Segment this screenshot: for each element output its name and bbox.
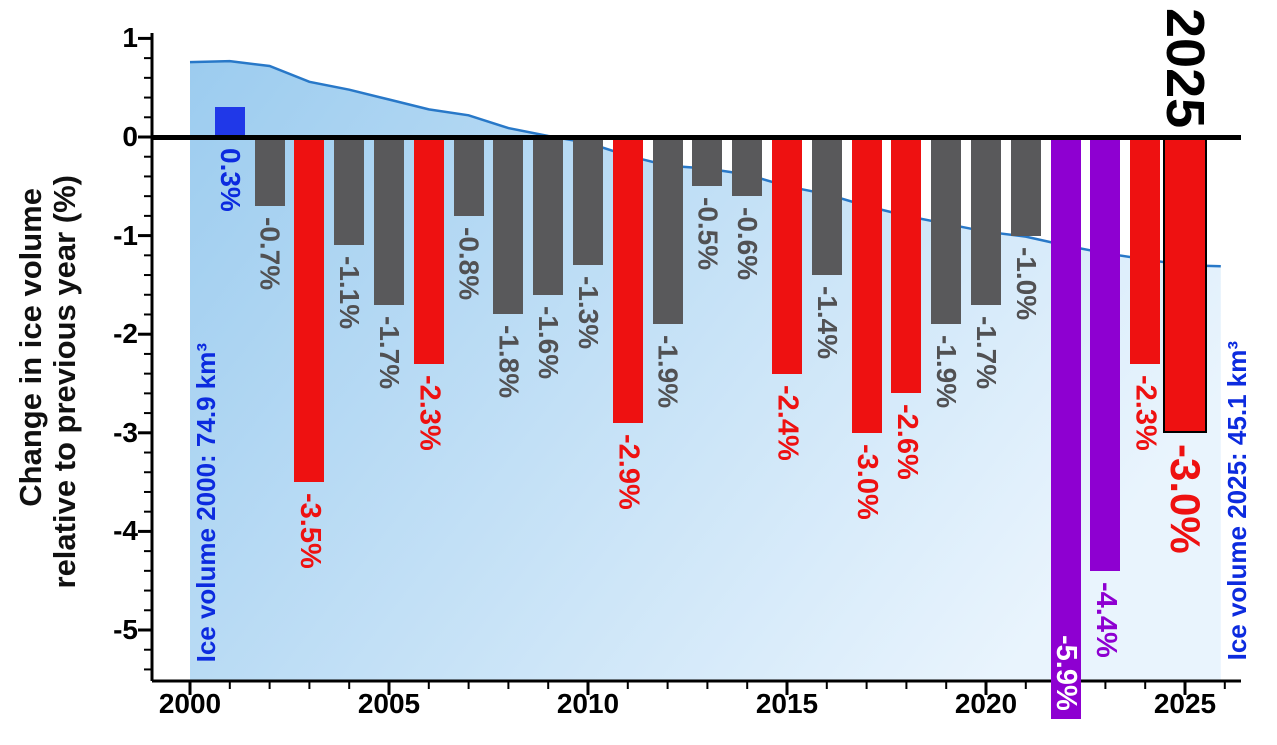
x-tick-label-2005: 2005 xyxy=(357,688,421,719)
bar-label-2025: -3.0% xyxy=(1162,443,1209,554)
bar-label-2024: -2.3% xyxy=(1129,374,1162,451)
bar-2022 xyxy=(1050,137,1081,719)
bar-label-2016: -1.4% xyxy=(811,286,843,360)
bar-label-2007: -0.8% xyxy=(453,226,485,301)
bar-label-2015: -2.4% xyxy=(771,384,804,461)
bar-2010 xyxy=(573,137,603,266)
annotation-ice-volume-2000: Ice volume 2000: 74.9 km³ xyxy=(191,342,221,662)
bar-2018 xyxy=(891,137,922,394)
bar-2017 xyxy=(851,137,882,433)
bar-2015 xyxy=(772,137,802,374)
x-tick-label-2010: 2010 xyxy=(556,688,620,719)
bar-label-2018: -2.6% xyxy=(890,404,923,481)
bar-label-2021: -1.0% xyxy=(1010,246,1042,320)
y-tick-label--2: -2 xyxy=(113,318,138,350)
x-tick-label-2015: 2015 xyxy=(755,688,819,719)
x-tick-label-2020: 2020 xyxy=(954,688,1018,719)
bar-2008 xyxy=(493,137,524,315)
bar-label-2022: -5.9% xyxy=(1050,634,1083,711)
bar-label-2020: -1.7% xyxy=(971,315,1002,389)
y-tick-label-0: 0 xyxy=(122,121,138,152)
y-tick-label--3: -3 xyxy=(113,416,138,448)
bar-label-2014: -0.6% xyxy=(732,207,764,281)
bar-label-2013: -0.5% xyxy=(692,197,724,271)
y-tick-label--1: -1 xyxy=(113,219,138,251)
bar-2009 xyxy=(533,137,564,295)
bar-2021 xyxy=(1010,137,1041,236)
bar-2023 xyxy=(1090,137,1121,571)
current-year-label: 2025 xyxy=(1155,8,1215,129)
bar-label-2004: -1.1% xyxy=(334,256,366,330)
bar-label-2012: -1.9% xyxy=(652,335,684,409)
y-axis-title-line2: relative to previous year (%) xyxy=(47,174,82,589)
ice-volume-area-fill xyxy=(190,61,1221,682)
bar-label-2001: 0.3% xyxy=(214,148,246,212)
bar-2004 xyxy=(334,137,365,246)
y-tick-label-1: 1 xyxy=(122,22,138,54)
bar-2005 xyxy=(374,137,404,305)
bar-label-2008: -1.8% xyxy=(493,325,525,399)
bar-2025 xyxy=(1163,137,1207,433)
annotation-ice-volume-2025: Ice volume 2025: 45.1 km³ xyxy=(1222,340,1252,660)
y-tick-label--4: -4 xyxy=(113,515,138,547)
zero-line xyxy=(152,135,1241,140)
bar-label-2006: -2.3% xyxy=(413,374,446,451)
bar-2013 xyxy=(692,137,723,187)
bar-label-2017: -3.0% xyxy=(851,443,884,520)
bar-2016 xyxy=(811,137,842,276)
bar-2006 xyxy=(413,137,444,364)
bar-label-2023: -4.4% xyxy=(1089,581,1122,658)
y-axis-title-line1: Change in ice volume xyxy=(13,188,48,507)
x-tick-label-2025: 2025 xyxy=(1153,688,1217,719)
bar-2002 xyxy=(254,137,285,207)
y-tick-label--5: -5 xyxy=(113,614,138,645)
bar-2012 xyxy=(652,137,683,325)
bar-label-2010: -1.3% xyxy=(573,276,604,350)
bar-label-2009: -1.6% xyxy=(533,305,565,379)
bar-2007 xyxy=(453,137,484,216)
bar-2014 xyxy=(732,137,763,197)
bar-label-2003: -3.5% xyxy=(293,493,326,569)
bar-label-2002: -0.7% xyxy=(254,217,286,291)
bar-2020 xyxy=(971,137,1001,305)
bar-2011 xyxy=(612,137,643,423)
bar-2003 xyxy=(294,137,325,483)
bar-label-2019: -1.9% xyxy=(931,335,963,409)
bar-2001 xyxy=(214,107,245,137)
bar-label-2005: -1.7% xyxy=(374,315,405,389)
bar-2019 xyxy=(931,137,962,325)
bar-label-2011: -2.9% xyxy=(612,433,645,510)
x-tick-label-2000: 2000 xyxy=(158,688,222,719)
bar-2024 xyxy=(1130,137,1161,364)
